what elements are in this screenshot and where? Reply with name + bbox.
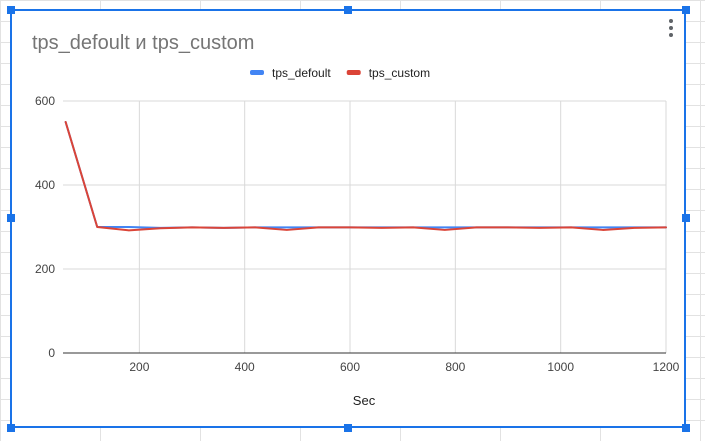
resize-handle-bottom-right[interactable] (682, 424, 690, 432)
series-line-tps_defoult (64, 121, 667, 229)
legend-swatch (346, 70, 361, 75)
y-tick-label: 200 (35, 262, 55, 276)
resize-handle-middle-right[interactable] (682, 214, 690, 222)
menu-dot (669, 19, 673, 23)
x-tick-label: 800 (445, 360, 465, 374)
more-options-icon[interactable] (663, 18, 679, 40)
resize-handle-middle-left[interactable] (7, 214, 15, 222)
x-axis-ticks: 200 400 600 800 1000 1200 (129, 360, 679, 374)
resize-handle-bottom-center[interactable] (344, 424, 352, 432)
y-tick-label: 400 (35, 178, 55, 192)
series-lines (64, 121, 667, 232)
resize-handle-bottom-left[interactable] (7, 424, 15, 432)
menu-dot (669, 33, 673, 37)
x-tick-label: 400 (235, 360, 255, 374)
resize-handle-top-center[interactable] (344, 6, 352, 14)
y-axis-ticks: 0 200 400 600 (35, 94, 55, 360)
legend-swatch (250, 70, 264, 75)
x-tick-label: 1200 (653, 360, 680, 374)
x-axis-label: Sec (353, 393, 376, 408)
y-tick-label: 0 (48, 346, 55, 360)
legend: tps_defoult tps_custom (250, 66, 430, 80)
series-line-tps_custom (64, 121, 667, 232)
x-tick-label: 600 (340, 360, 360, 374)
menu-dot (669, 26, 673, 30)
x-tick-label: 1000 (547, 360, 574, 374)
y-tick-label: 600 (35, 94, 55, 108)
resize-handle-top-right[interactable] (682, 6, 690, 14)
legend-label: tps_defoult (272, 66, 331, 80)
legend-label: tps_custom (369, 66, 430, 80)
x-tick-label: 200 (129, 360, 149, 374)
chart-title: tps_defoult и tps_custom (32, 32, 254, 54)
chart-container[interactable] (10, 9, 686, 428)
resize-handle-top-left[interactable] (7, 6, 15, 14)
